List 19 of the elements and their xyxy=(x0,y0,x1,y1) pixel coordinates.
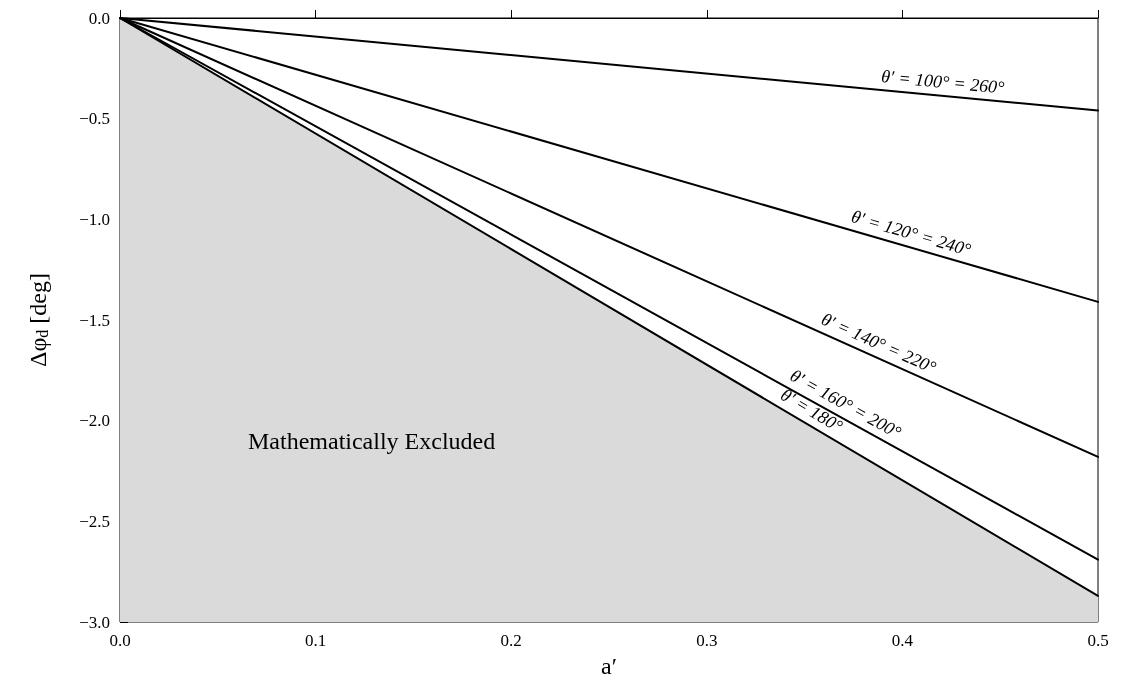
y-axis-title: Δφd [deg] xyxy=(25,273,51,367)
text: θ′ = 140° = 220° xyxy=(818,308,940,378)
x-tick-label: 0.3 xyxy=(696,631,718,650)
annotation: Mathematically Excluded xyxy=(248,428,496,454)
y-tick-label: 0.0 xyxy=(88,8,110,28)
y-tick-label: −2.5 xyxy=(79,511,110,531)
x-tick-label: 0.1 xyxy=(304,631,327,650)
x-tick-label: 0.2 xyxy=(500,631,522,650)
x-tick-label: 0.5 xyxy=(1087,631,1109,650)
y-tick-label: −3.0 xyxy=(79,612,110,632)
y-tick-label: −1.0 xyxy=(79,209,110,229)
text: θ′ = 100° = 260° xyxy=(880,66,1006,98)
text: θ′ = 120° = 240° xyxy=(849,206,974,260)
y-tick-label: −2.0 xyxy=(79,411,110,431)
y-tick-label: −0.5 xyxy=(79,109,110,129)
x-tick-label: 0.4 xyxy=(891,631,914,650)
x-axis-title: a′ xyxy=(601,653,617,679)
y-tick-label: −1.5 xyxy=(79,310,110,330)
x-tick-label: 0.0 xyxy=(109,631,131,650)
